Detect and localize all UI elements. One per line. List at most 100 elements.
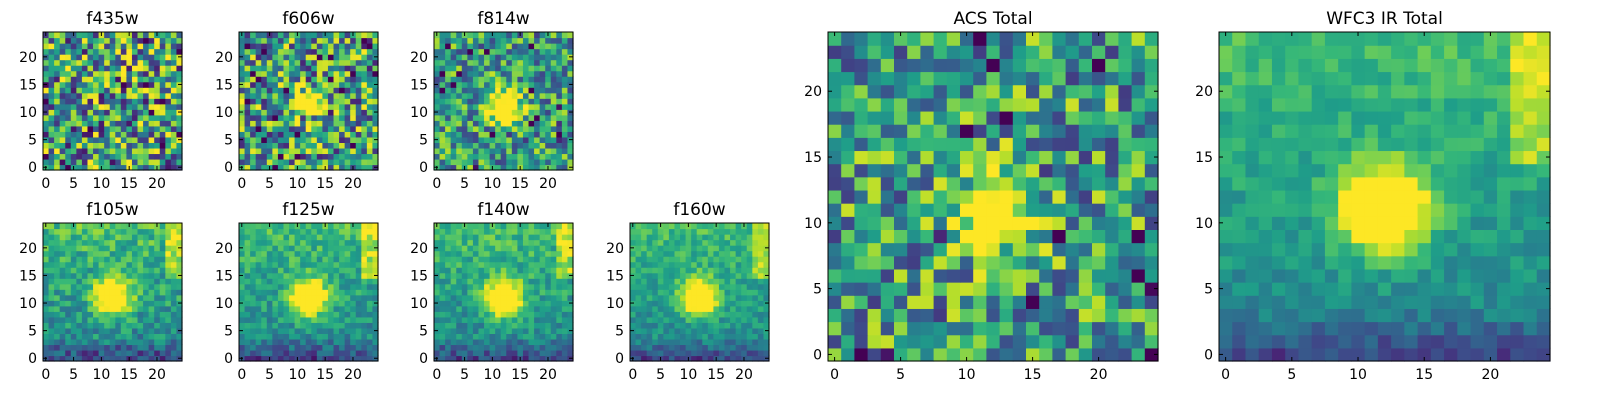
- heatmap-cell: [322, 250, 329, 257]
- heatmap-cell: [630, 338, 637, 346]
- heatmap-cell: [170, 37, 178, 44]
- heatmap-cell: [534, 338, 541, 346]
- heatmap-cell: [366, 349, 374, 357]
- heatmap-cell: [757, 349, 765, 357]
- heatmap-cell: [70, 92, 77, 99]
- heatmap-cell: [556, 272, 563, 279]
- heatmap-cell: [361, 92, 368, 99]
- heatmap-cell: [300, 278, 307, 285]
- heatmap-cell: [54, 92, 61, 99]
- heatmap-cell: [522, 245, 530, 252]
- heatmap-cell: [305, 65, 312, 72]
- heatmap-cell: [165, 278, 172, 285]
- heatmap-cell: [81, 245, 89, 252]
- x-tick-label: 10: [483, 367, 501, 383]
- heatmap-cell: [567, 48, 574, 55]
- heatmap-cell: [344, 261, 351, 268]
- heatmap-cell: [76, 153, 83, 160]
- heatmap-cell: [294, 316, 301, 323]
- heatmap-cell: [104, 245, 111, 252]
- heatmap-cell: [115, 32, 122, 39]
- heatmap-cell: [250, 322, 257, 329]
- heatmap-cell: [148, 103, 155, 110]
- heatmap-cell: [115, 261, 122, 268]
- heatmap-cell: [960, 334, 974, 349]
- y-tick-label: 20: [606, 241, 624, 257]
- heatmap-cell: [556, 349, 563, 357]
- heatmap-cell: [339, 349, 346, 357]
- heatmap-cell: [522, 272, 530, 279]
- heatmap-cell: [472, 234, 480, 241]
- heatmap-cell: [517, 349, 524, 357]
- heatmap-cell: [691, 239, 698, 246]
- heatmap-cell: [854, 334, 869, 349]
- heatmap-cell: [641, 239, 648, 246]
- heatmap-cell: [70, 278, 77, 285]
- heatmap-cell: [43, 322, 50, 329]
- heatmap-cell: [561, 311, 569, 318]
- heatmap-cell: [76, 250, 83, 257]
- heatmap-cell: [630, 349, 637, 357]
- heatmap-cell: [176, 131, 183, 138]
- heatmap-cell: [1078, 308, 1093, 323]
- heatmap-cell: [668, 305, 676, 312]
- heatmap-cell: [154, 158, 161, 166]
- heatmap-cell: [439, 239, 446, 246]
- heatmap-cell: [495, 355, 502, 362]
- heatmap-cell: [741, 278, 748, 285]
- heatmap-cell: [48, 120, 55, 127]
- heatmap-cell: [137, 322, 144, 329]
- heatmap-cell: [311, 272, 318, 279]
- heatmap-cell: [641, 338, 648, 346]
- heatmap-cell: [104, 311, 111, 318]
- heatmap-cell: [244, 289, 251, 296]
- heatmap-cell: [244, 272, 251, 279]
- heatmap-cell: [131, 322, 139, 329]
- heatmap-cell: [506, 261, 513, 268]
- heatmap-cell: [528, 333, 535, 340]
- heatmap-cell: [445, 228, 452, 235]
- heatmap-cell: [691, 228, 698, 235]
- heatmap-cell: [294, 98, 301, 105]
- heatmap-cell: [752, 305, 759, 312]
- heatmap-cell: [333, 54, 340, 61]
- heatmap-cell: [261, 267, 268, 274]
- heatmap-cell: [59, 272, 66, 279]
- heatmap-cell: [272, 87, 279, 94]
- heatmap-cell: [467, 355, 474, 362]
- heatmap-cell: [920, 163, 935, 178]
- heatmap-cell: [685, 283, 692, 290]
- heatmap-cell: [506, 223, 513, 230]
- heatmap-cell: [333, 147, 340, 155]
- heatmap-cell: [439, 98, 446, 105]
- heatmap-cell: [311, 43, 318, 50]
- heatmap-cell: [478, 87, 485, 94]
- heatmap-cell: [120, 54, 127, 61]
- heatmap-cell: [663, 305, 670, 312]
- heatmap-cell: [48, 333, 55, 340]
- heatmap-cell: [355, 338, 362, 346]
- heatmap-cell: [534, 316, 541, 323]
- heatmap-cell: [137, 131, 144, 138]
- heatmap-cell: [484, 114, 491, 121]
- heatmap-cell: [165, 267, 172, 274]
- heatmap-cell: [48, 327, 55, 334]
- heatmap-cell: [305, 261, 312, 268]
- heatmap-cell: [867, 189, 882, 204]
- heatmap-cell: [1052, 295, 1067, 309]
- heatmap-cell: [763, 228, 770, 235]
- heatmap-cell: [93, 48, 100, 55]
- heatmap-cell: [1105, 347, 1119, 362]
- heatmap-cell: [506, 228, 513, 235]
- heatmap-cell: [115, 65, 122, 72]
- heatmap-cell: [461, 136, 468, 143]
- heatmap-cell: [322, 267, 329, 274]
- heatmap-cell: [344, 300, 351, 307]
- heatmap-cell: [48, 153, 55, 160]
- heatmap-cell: [333, 81, 340, 88]
- heatmap-cell: [170, 120, 178, 127]
- heatmap-cell: [528, 59, 535, 66]
- heatmap-cell: [1052, 189, 1067, 204]
- heatmap-cell: [907, 163, 921, 178]
- heatmap-cell: [294, 327, 301, 334]
